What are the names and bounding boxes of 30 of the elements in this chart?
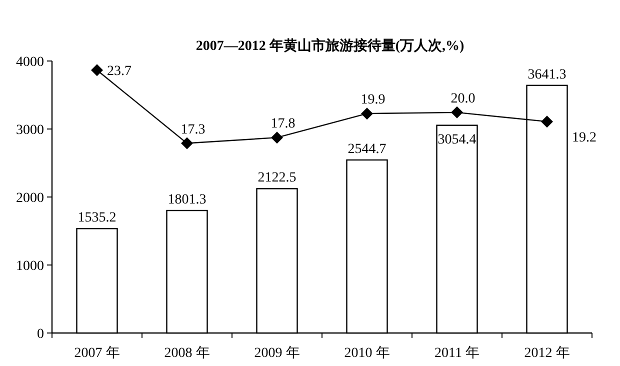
data-label: 17.3 xyxy=(180,122,206,138)
x-tick-label: 2008 年 xyxy=(164,345,210,361)
data-label: 3641.3 xyxy=(528,67,566,82)
chart-title: 2007—2012 年黄山市旅游接待量(万人次,%) xyxy=(196,37,464,54)
y-tick-label: 0 xyxy=(37,327,44,342)
y-tick-label: 4000 xyxy=(16,55,44,70)
data-label: 1801.3 xyxy=(168,192,206,208)
data-label: 20.0 xyxy=(450,91,476,106)
x-tick-label: 2012 年 xyxy=(524,345,570,361)
data-label: 19.9 xyxy=(360,92,386,108)
data-label: 1535.2 xyxy=(78,210,116,226)
y-tick-label: 3000 xyxy=(16,123,44,138)
y-tick-label: 2000 xyxy=(16,191,44,206)
x-tick-label: 2011 年 xyxy=(434,345,480,361)
data-label: 2544.7 xyxy=(348,142,386,157)
x-tick-label: 2007 年 xyxy=(74,345,120,361)
data-label: 3054.4 xyxy=(438,132,476,148)
x-tick-label: 2009 年 xyxy=(254,345,300,361)
data-label: 23.7 xyxy=(107,64,132,80)
y-tick-label: 1000 xyxy=(16,259,44,274)
x-tick-label: 2010 年 xyxy=(344,345,390,361)
point xyxy=(541,116,553,128)
data-label: 17.8 xyxy=(270,116,296,132)
point xyxy=(361,108,373,120)
point xyxy=(271,132,283,144)
data-label: 19.2 xyxy=(572,130,596,146)
data-label: 2122.5 xyxy=(258,170,296,186)
point xyxy=(91,64,103,76)
point xyxy=(181,137,193,150)
point xyxy=(451,106,463,118)
